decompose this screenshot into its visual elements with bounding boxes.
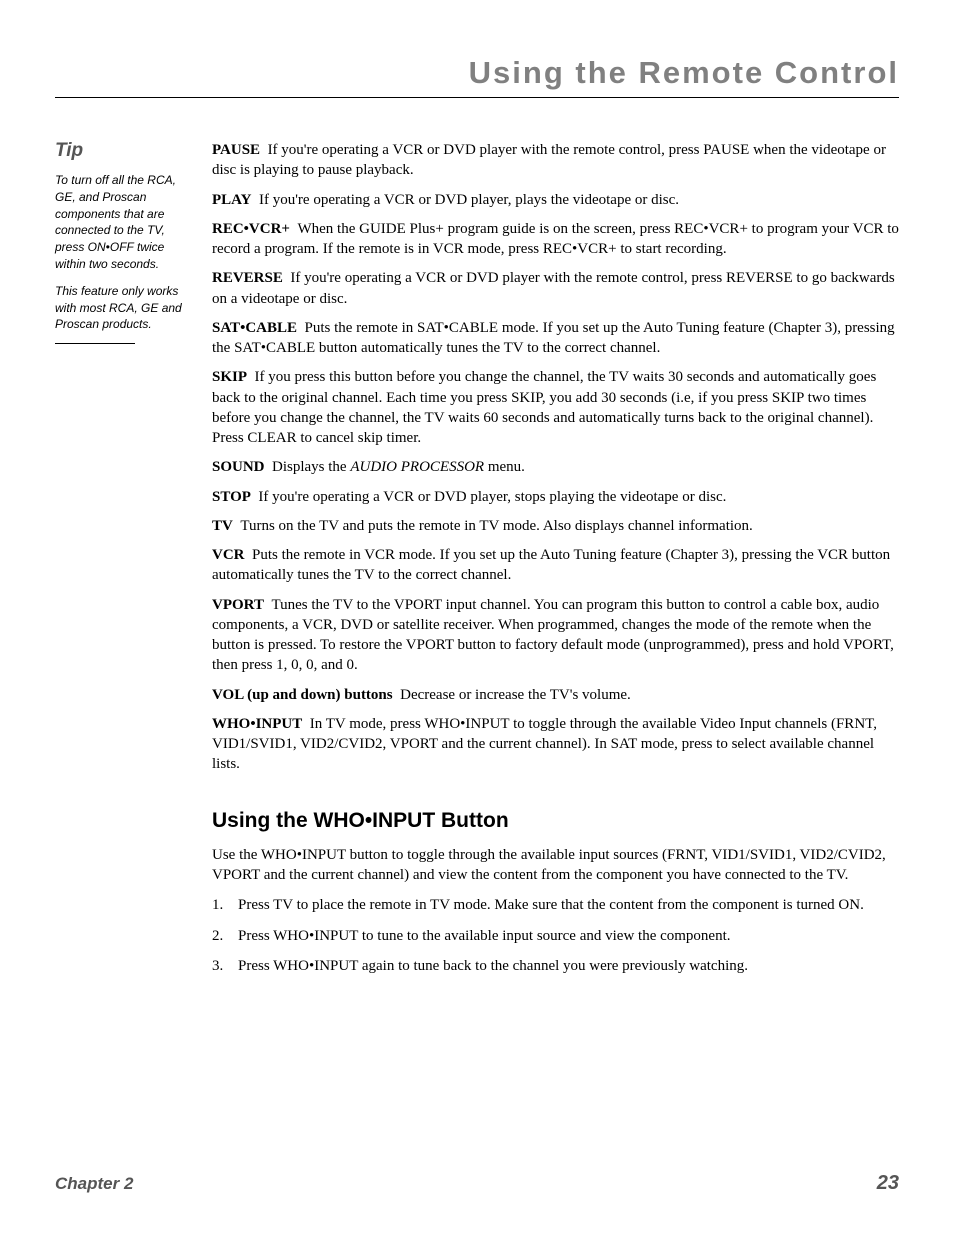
term: WHO•INPUT: [212, 716, 302, 732]
definition-text: Puts the remote in VCR mode. If you set …: [212, 547, 890, 583]
definition-play: PLAY If you're operating a VCR or DVD pl…: [212, 190, 899, 210]
definition-text: Decrease or increase the TV's volume.: [400, 687, 631, 703]
section-intro: Use the WHO•INPUT button to toggle throu…: [212, 845, 899, 886]
term: PAUSE: [212, 142, 260, 158]
term: VPORT: [212, 597, 264, 613]
definition-reverse: REVERSE If you're operating a VCR or DVD…: [212, 268, 899, 309]
term: SKIP: [212, 369, 247, 385]
tip-heading: Tip: [55, 140, 190, 162]
footer-page-number: 23: [877, 1172, 899, 1195]
step-number: 2.: [212, 926, 238, 946]
step-text: Press TV to place the remote in TV mode.…: [238, 895, 899, 915]
definition-text: Turns on the TV and puts the remote in T…: [240, 518, 752, 534]
step-number: 1.: [212, 895, 238, 915]
tip-paragraph: To turn off all the RCA, GE, and Proscan…: [55, 172, 190, 273]
step-text: Press WHO•INPUT to tune to the available…: [238, 926, 899, 946]
definition-text: If you're operating a VCR or DVD player …: [212, 142, 886, 178]
definition-pause: PAUSE If you're operating a VCR or DVD p…: [212, 140, 899, 181]
definition-text: If you're operating a VCR or DVD player …: [212, 270, 895, 306]
definition-text: If you press this button before you chan…: [212, 369, 876, 446]
tip-paragraph: This feature only works with most RCA, G…: [55, 283, 190, 333]
content-columns: Tip To turn off all the RCA, GE, and Pro…: [55, 140, 899, 986]
section-heading: Using the WHO•INPUT Button: [212, 807, 899, 835]
term: VCR: [212, 547, 245, 563]
definition-text: Displays the: [272, 459, 350, 475]
list-item: 2.Press WHO•INPUT to tune to the availab…: [212, 926, 899, 946]
definition-sound: SOUND Displays the AUDIO PROCESSOR menu.: [212, 457, 899, 477]
definition-text: In TV mode, press WHO•INPUT to toggle th…: [212, 716, 877, 773]
term: TV: [212, 518, 233, 534]
definition-text: When the GUIDE Plus+ program guide is on…: [212, 221, 899, 257]
definition-italic: AUDIO PROCESSOR: [350, 459, 484, 475]
list-item: 1.Press TV to place the remote in TV mod…: [212, 895, 899, 915]
definition-who-input: WHO•INPUT In TV mode, press WHO•INPUT to…: [212, 714, 899, 775]
term: SAT•CABLE: [212, 320, 297, 336]
step-text: Press WHO•INPUT again to tune back to th…: [238, 956, 899, 976]
definition-text: Tunes the TV to the VPORT input channel.…: [212, 597, 894, 674]
tip-divider: [55, 343, 135, 344]
definition-rec-vcr: REC•VCR+ When the GUIDE Plus+ program gu…: [212, 219, 899, 260]
definition-stop: STOP If you're operating a VCR or DVD pl…: [212, 487, 899, 507]
definition-vcr: VCR Puts the remote in VCR mode. If you …: [212, 545, 899, 586]
term: PLAY: [212, 192, 251, 208]
term: VOL (up and down) buttons: [212, 687, 393, 703]
tip-sidebar: Tip To turn off all the RCA, GE, and Pro…: [55, 140, 190, 986]
definition-text: Puts the remote in SAT•CABLE mode. If yo…: [212, 320, 895, 356]
definition-text-after: menu.: [484, 459, 525, 475]
page-footer: Chapter 2 23: [55, 1172, 899, 1195]
definition-tv: TV Turns on the TV and puts the remote i…: [212, 516, 899, 536]
definition-text: If you're operating a VCR or DVD player,…: [258, 489, 726, 505]
term: REVERSE: [212, 270, 283, 286]
term: SOUND: [212, 459, 265, 475]
page-title: Using the Remote Control: [55, 55, 899, 97]
definition-skip: SKIP If you press this button before you…: [212, 367, 899, 448]
definition-sat-cable: SAT•CABLE Puts the remote in SAT•CABLE m…: [212, 318, 899, 359]
definition-text: If you're operating a VCR or DVD player,…: [259, 192, 679, 208]
definition-vol: VOL (up and down) buttons Decrease or in…: [212, 685, 899, 705]
term: STOP: [212, 489, 251, 505]
step-number: 3.: [212, 956, 238, 976]
title-divider: [55, 97, 899, 98]
footer-chapter: Chapter 2: [55, 1174, 133, 1194]
definition-vport: VPORT Tunes the TV to the VPORT input ch…: [212, 595, 899, 676]
main-content: PAUSE If you're operating a VCR or DVD p…: [212, 140, 899, 986]
term: REC•VCR+: [212, 221, 290, 237]
list-item: 3.Press WHO•INPUT again to tune back to …: [212, 956, 899, 976]
instruction-list: 1.Press TV to place the remote in TV mod…: [212, 895, 899, 976]
